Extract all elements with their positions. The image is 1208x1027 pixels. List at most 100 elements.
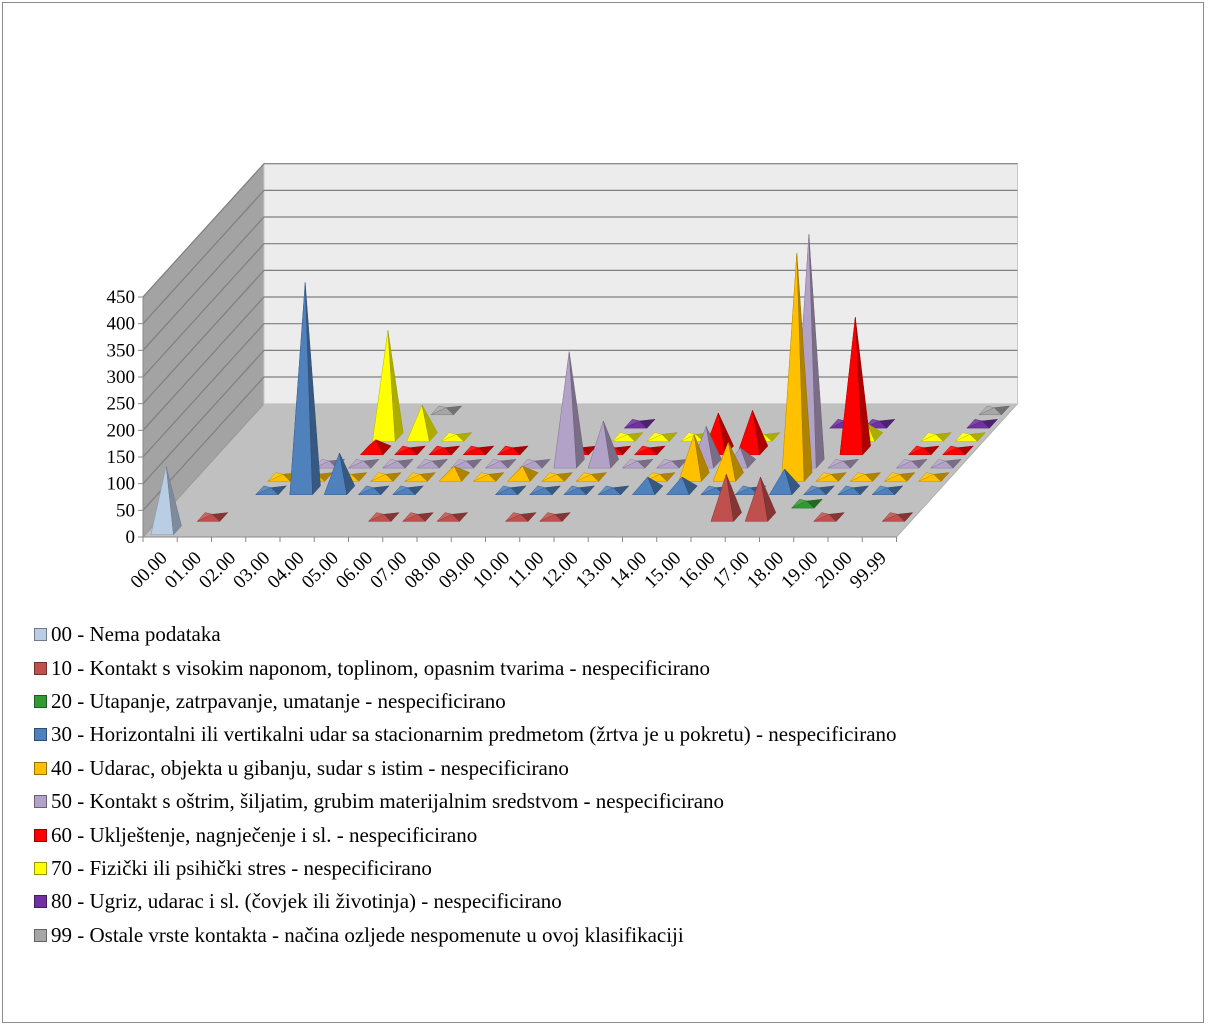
bar-right-face (649, 445, 666, 456)
bar-13.00-s4 (631, 476, 664, 496)
legend-label: 60 - Uklještenje, nagnječenje i sl. - ne… (51, 822, 478, 847)
legend-item: 30 - Horizontalni ili vertikalni udar sa… (34, 718, 1204, 751)
bar-08.00-s5 (473, 472, 505, 482)
category-tick-label: 12.00 (538, 548, 583, 593)
bar-11.00-s4 (563, 485, 596, 496)
bar-10.00-s4 (529, 485, 561, 496)
gridline (142, 189, 1018, 325)
bar-99.99-s2 (882, 512, 914, 522)
bar-right-face (351, 472, 368, 482)
category-tick-label: 04.00 (264, 548, 309, 593)
bar-right-face (455, 432, 473, 442)
bar-right-face (693, 434, 710, 482)
bar-right-face (465, 458, 483, 469)
category-tick-label: 13.00 (572, 548, 617, 593)
bar-right-face (705, 426, 722, 469)
bar-18.00-s5 (815, 472, 848, 482)
bar-right-face (421, 404, 438, 442)
bar-07.00-s2 (402, 512, 434, 522)
legend-swatch (34, 895, 47, 909)
bar-99.99-s8 (954, 432, 987, 442)
bar-18.00-s7 (839, 316, 871, 456)
legend-swatch (34, 828, 47, 842)
bar-20.00-s7 (908, 445, 940, 456)
gridline (142, 216, 1018, 351)
bar-right-face (556, 472, 574, 482)
bar-right-face (896, 512, 914, 522)
bar-right-face (647, 476, 664, 496)
bar-11.00-s8 (612, 432, 644, 442)
bar-right-face (866, 423, 884, 442)
bar-99.99-s7 (942, 445, 974, 456)
bar-right-face (512, 445, 529, 456)
bar-right-face (796, 252, 813, 483)
bar-12.00-s8 (646, 432, 678, 442)
bar-99.99-s5 (918, 472, 950, 482)
legend-item: 99 - Ostale vrste kontakta - načina ozlj… (34, 919, 1204, 952)
category-tick-label: 15.00 (640, 548, 685, 593)
bar-20.00-s5 (884, 472, 916, 482)
bar-right-face (806, 498, 823, 509)
legend-item: 50 - Kontakt s oštrim, šiljatim, grubim … (34, 785, 1204, 818)
bar-right-face (165, 466, 182, 536)
bar-right-face (864, 472, 882, 482)
legend-item: 70 - Fizički ili psihički stres - nespec… (34, 852, 1204, 885)
bar-right-face (578, 485, 596, 496)
legend-item: 20 - Utapanje, zatrpavanje, umatanje - n… (34, 685, 1204, 718)
legend-item: 00 - Nema podataka (34, 618, 1204, 651)
legend-swatch (34, 628, 47, 642)
category-tick-label: 07.00 (366, 548, 411, 593)
legend-label: 50 - Kontakt s oštrim, šiljatim, grubim … (51, 789, 725, 814)
bar-right-face (453, 465, 471, 482)
bar-right-face (477, 445, 495, 456)
bar-19.00-s2 (813, 512, 845, 522)
bar-right-face (520, 512, 537, 522)
bar-right-face (728, 442, 744, 482)
bar-06.00-s6 (416, 458, 449, 469)
legend-item: 60 - Uklještenje, nagnječenje i sl. - ne… (34, 818, 1204, 851)
category-tick-label: 05.00 (298, 548, 343, 593)
bar-08.00-s6 (485, 458, 517, 469)
bar-05.00-s7 (394, 445, 426, 456)
bar-12.00-s4 (598, 485, 630, 496)
bar-right-face (945, 458, 962, 469)
category-tick-label: 18.00 (743, 548, 788, 593)
bar-right-face (671, 458, 688, 469)
bar-right-face (752, 410, 769, 456)
bar-right-face (923, 445, 940, 456)
bar-right-face (419, 472, 437, 482)
bar-04.00-s8 (372, 330, 404, 443)
bar-05.00-s5 (370, 472, 402, 482)
bar-right-face (397, 458, 414, 469)
bar-right-face (375, 439, 392, 456)
bar-05.00-s6 (382, 458, 414, 469)
chart-legend: 00 - Nema podataka 10 - Kontakt s visokim… (34, 618, 1204, 952)
bar-right-face (784, 468, 801, 496)
value-tick-label: 200 (107, 420, 136, 441)
bar-right-face (659, 472, 676, 482)
gridline (142, 323, 1018, 458)
gridline (142, 243, 1018, 378)
bar-right-face (828, 512, 845, 522)
bar-right-face (316, 472, 334, 482)
category-tick-label: 01.00 (161, 548, 206, 593)
bar-18.00-s4 (803, 485, 835, 496)
legend-label: 20 - Utapanje, zatrpavanje, umatanje - n… (51, 688, 506, 713)
category-tick-label: 09.00 (435, 548, 480, 593)
value-tick-label: 50 (116, 500, 135, 521)
value-tick-label: 0 (126, 527, 136, 548)
bar-right-face (500, 458, 517, 469)
value-tick-label: 350 (107, 340, 136, 361)
value-tick-label: 250 (107, 394, 136, 415)
bar-07.00-s5 (438, 465, 471, 482)
bar-00.00-s1 (150, 466, 182, 536)
bar-08.00-s2 (436, 512, 469, 522)
legend-item: 40 - Udarac, objekta u gibanju, sudar s … (34, 752, 1204, 785)
legend-label: 10 - Kontakt s visokim naponom, toplinom… (51, 655, 711, 680)
bar-10.00-s2 (505, 512, 537, 522)
bar-05.00-s8 (406, 404, 438, 442)
legend-swatch (34, 928, 47, 942)
bar-19.00-s4 (837, 485, 870, 496)
bar-right-face (661, 432, 678, 442)
value-tick-label: 100 (107, 474, 136, 495)
